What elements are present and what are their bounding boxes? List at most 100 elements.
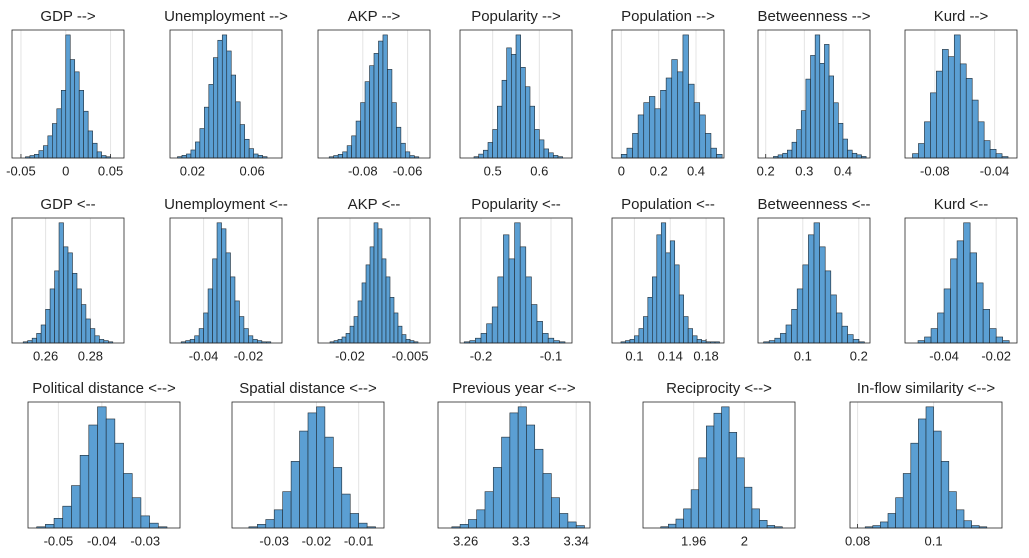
bar: [995, 336, 1003, 344]
bar: [887, 513, 896, 529]
x-tick-label: 0.02: [180, 163, 205, 178]
bar: [198, 328, 204, 344]
bar: [181, 155, 187, 159]
bar: [225, 252, 231, 344]
bar: [933, 430, 942, 529]
bar: [74, 71, 80, 159]
x-tick-label: -0.01: [344, 533, 374, 548]
x-tick-label: 0.26: [33, 348, 58, 363]
bar: [333, 467, 343, 529]
bar: [912, 153, 919, 159]
bar: [948, 491, 957, 529]
axes-box: [904, 29, 1018, 159]
bar: [721, 406, 730, 529]
bar: [459, 524, 469, 529]
x-tick-label: 3.3: [512, 533, 530, 548]
bar: [959, 63, 967, 159]
axes-box: [611, 217, 725, 344]
bar: [123, 473, 133, 529]
x-tick-label: 0.05: [98, 163, 123, 178]
bar: [369, 246, 375, 344]
bar: [534, 129, 540, 159]
x-tick-label: 0.4: [834, 163, 852, 178]
bar: [90, 328, 96, 344]
bar: [501, 79, 507, 159]
bar: [656, 234, 662, 344]
bar: [925, 406, 934, 529]
bar: [688, 83, 695, 159]
bar: [736, 457, 745, 529]
bar: [346, 145, 352, 159]
bar: [491, 306, 499, 344]
bar: [796, 129, 802, 159]
bar: [299, 430, 309, 529]
bar: [677, 71, 684, 159]
chart-title: Betweenness -->: [758, 8, 871, 25]
bar: [71, 485, 81, 529]
bar: [341, 336, 347, 344]
bar: [674, 264, 680, 344]
bar: [47, 135, 53, 159]
bar: [682, 34, 689, 159]
bar: [405, 339, 411, 344]
bar: [791, 309, 798, 344]
bar: [989, 149, 997, 159]
bar: [956, 509, 965, 529]
bar: [38, 150, 44, 159]
axes-box: [459, 29, 573, 159]
bar: [273, 509, 283, 529]
axes-box: [11, 217, 125, 344]
bar: [149, 522, 159, 529]
x-tick-label: 0.14: [658, 348, 683, 363]
bar: [492, 129, 498, 159]
histogram-panel: 0.08 0.1 In-flow similarity <-->: [845, 380, 1003, 548]
bar: [851, 152, 858, 159]
histogram-panel: 0.26 0.28 GDP <--: [11, 196, 125, 363]
bar: [693, 102, 701, 159]
bar: [226, 50, 232, 159]
bar: [257, 155, 263, 159]
bar: [391, 102, 397, 159]
bar: [668, 523, 677, 529]
bar: [239, 124, 245, 159]
bar: [186, 153, 192, 159]
x-tick-label: -0.1: [540, 348, 562, 363]
bar: [706, 425, 715, 529]
chart-title: Reciprocity <-->: [666, 380, 772, 397]
bar: [486, 323, 493, 344]
bar: [652, 276, 658, 344]
bar: [669, 240, 676, 344]
axes-box: [231, 401, 385, 529]
bar: [67, 252, 73, 344]
bar: [924, 121, 931, 159]
bar: [337, 339, 343, 344]
bar: [542, 473, 552, 529]
bar: [381, 258, 387, 344]
bar: [389, 297, 395, 344]
bar: [671, 59, 678, 159]
x-tick-label: 0: [62, 163, 69, 178]
bar: [53, 518, 64, 529]
histogram-panel: 0.1 0.14 0.18 Population <--: [611, 196, 725, 363]
bar: [842, 138, 848, 159]
bar: [282, 491, 292, 529]
bar: [480, 333, 487, 344]
bar: [207, 288, 213, 344]
bar: [643, 102, 650, 159]
bar: [34, 154, 40, 159]
bar: [649, 96, 656, 159]
bar: [983, 140, 991, 159]
bar: [230, 74, 237, 159]
bar: [365, 264, 371, 344]
bar: [140, 515, 150, 529]
x-tick-label: 0.5: [484, 163, 502, 178]
bar: [497, 276, 504, 344]
chart-title: Population <--: [621, 196, 715, 213]
bar: [551, 497, 560, 529]
bar: [800, 110, 807, 159]
histogram-panel: 0.5 0.6 Popularity -->: [459, 8, 573, 178]
bar: [221, 34, 228, 159]
bar: [40, 324, 46, 344]
bar: [487, 142, 493, 159]
bar: [49, 288, 55, 344]
